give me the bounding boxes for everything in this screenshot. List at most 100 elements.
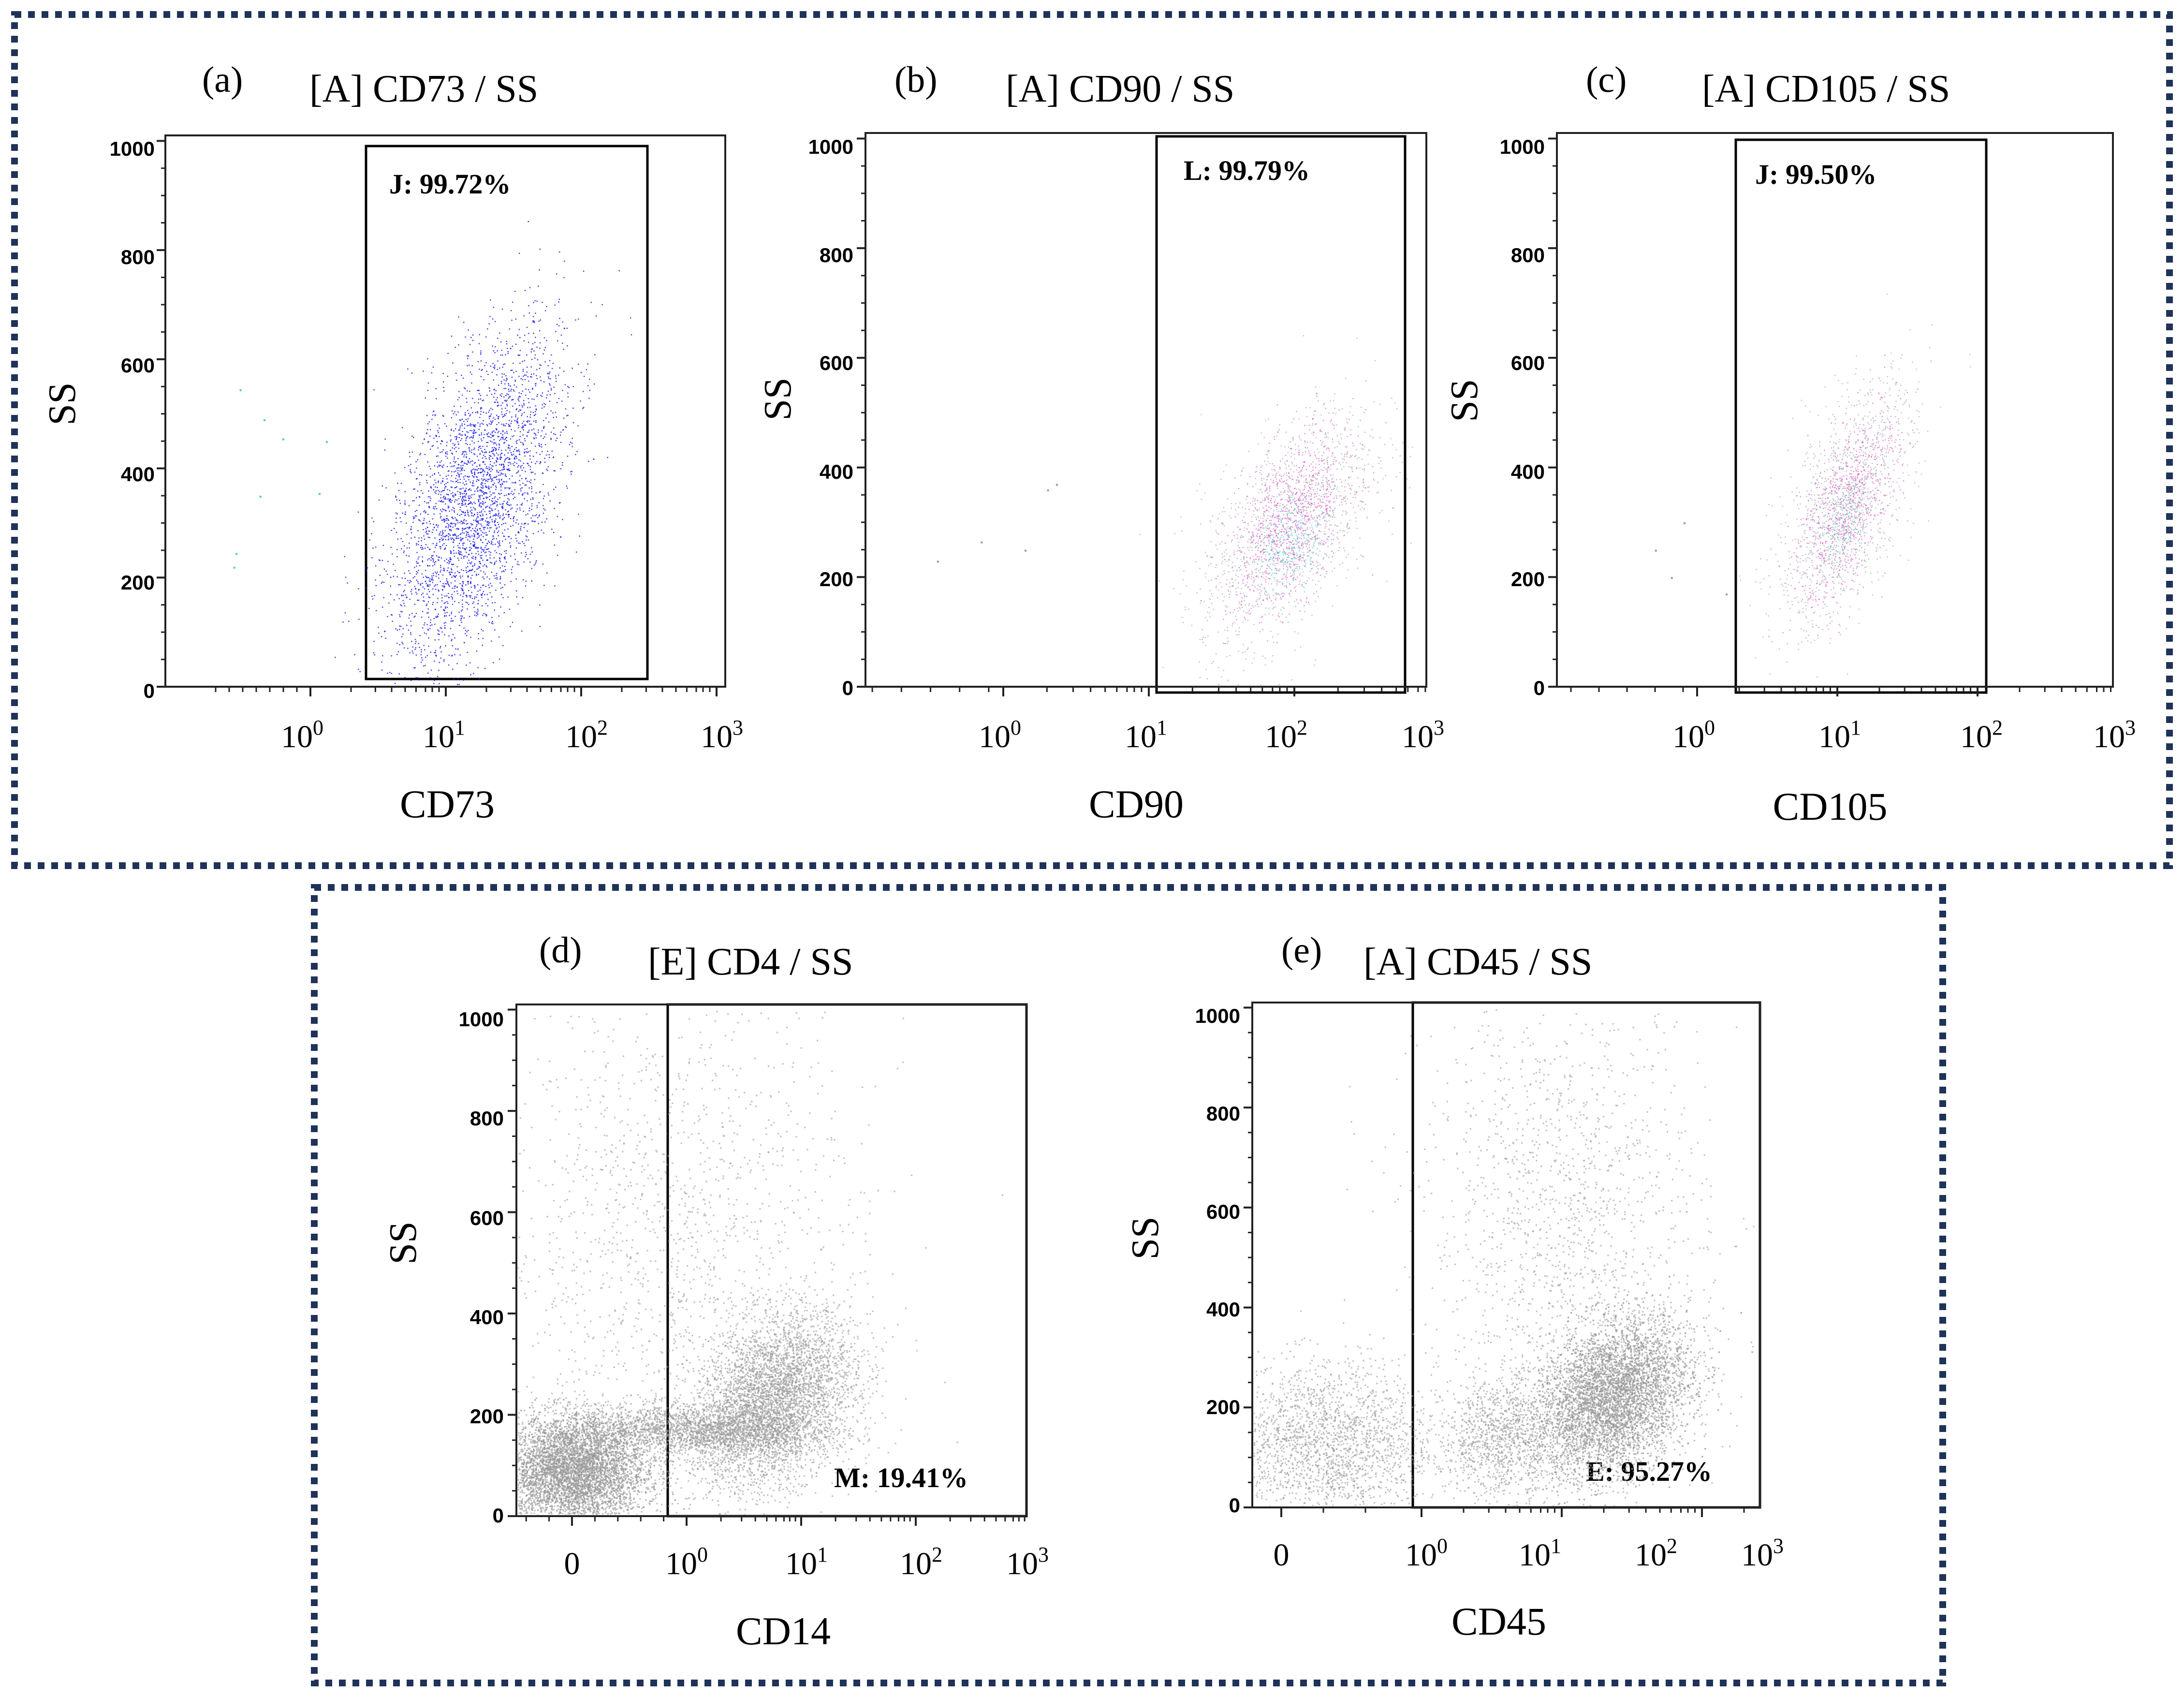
scatter-point bbox=[1332, 441, 1334, 443]
scatter-point bbox=[477, 614, 479, 615]
scatter-point bbox=[1265, 548, 1266, 550]
scatter-point bbox=[550, 438, 552, 439]
scatter-point bbox=[1364, 464, 1366, 466]
scatter-point bbox=[1280, 499, 1281, 501]
scatter-point bbox=[410, 472, 412, 473]
scatter-point bbox=[468, 533, 469, 535]
scatter-point bbox=[457, 458, 459, 459]
scatter-point bbox=[484, 449, 485, 450]
scatter-point bbox=[424, 624, 425, 626]
y-tick-label: 200 bbox=[820, 568, 853, 590]
scatter-point bbox=[1275, 477, 1276, 478]
scatter-point bbox=[1275, 558, 1276, 559]
scatter-point bbox=[402, 512, 403, 514]
scatter-point bbox=[580, 372, 582, 373]
scatter-point bbox=[502, 513, 504, 515]
scatter-point bbox=[511, 454, 513, 455]
scatter-point bbox=[1334, 393, 1335, 395]
scatter-point bbox=[579, 535, 580, 537]
scatter-point bbox=[463, 520, 465, 521]
scatter-point bbox=[465, 435, 466, 436]
scatter-point bbox=[474, 469, 476, 471]
scatter-point bbox=[435, 652, 436, 653]
scatter-point bbox=[502, 519, 503, 520]
scatter-point bbox=[469, 449, 470, 451]
panel-a-xtick-labels: 100 101 102 103 bbox=[281, 716, 743, 754]
scatter-point bbox=[471, 373, 472, 375]
scatter-point bbox=[1290, 456, 1292, 457]
scatter-point bbox=[496, 457, 498, 458]
scatter-point bbox=[499, 464, 500, 465]
scatter-point bbox=[1320, 531, 1321, 532]
scatter-point bbox=[523, 561, 525, 563]
scatter-point bbox=[459, 488, 461, 490]
scatter-point bbox=[1270, 533, 1271, 534]
scatter-point bbox=[1344, 534, 1345, 536]
scatter-point bbox=[560, 468, 561, 470]
outlier-point bbox=[282, 438, 284, 441]
scatter-point bbox=[416, 571, 417, 572]
scatter-point bbox=[461, 523, 463, 525]
scatter-point bbox=[476, 546, 478, 548]
scatter-point bbox=[503, 495, 505, 496]
scatter-point bbox=[535, 434, 537, 436]
scatter-point bbox=[1306, 539, 1308, 541]
scatter-point bbox=[453, 539, 454, 540]
scatter-point bbox=[465, 419, 467, 420]
scatter-point bbox=[1392, 457, 1393, 458]
scatter-point bbox=[1266, 537, 1268, 539]
scatter-point bbox=[452, 453, 454, 455]
scatter-point bbox=[516, 563, 518, 565]
scatter-point bbox=[382, 655, 383, 657]
scatter-point bbox=[437, 571, 438, 573]
scatter-point bbox=[526, 451, 527, 453]
scatter-point bbox=[1367, 463, 1369, 465]
panel-b-xlabel: CD90 bbox=[1089, 782, 1184, 826]
scatter-point bbox=[544, 521, 546, 523]
scatter-point bbox=[1293, 572, 1294, 573]
scatter-point bbox=[424, 649, 425, 650]
scatter-point bbox=[505, 413, 507, 414]
scatter-point bbox=[445, 545, 447, 546]
scatter-point bbox=[1303, 552, 1304, 553]
scatter-point bbox=[404, 577, 406, 579]
scatter-point bbox=[435, 546, 436, 548]
scatter-point bbox=[436, 543, 438, 544]
scatter-point bbox=[499, 582, 501, 584]
scatter-point bbox=[1312, 518, 1314, 520]
scatter-point bbox=[488, 510, 490, 512]
scatter-point bbox=[467, 410, 469, 411]
scatter-point bbox=[420, 654, 422, 655]
scatter-point bbox=[478, 402, 479, 404]
scatter-point bbox=[555, 378, 557, 379]
gate-rect bbox=[1411, 1001, 1761, 1509]
scatter-point bbox=[458, 611, 460, 613]
scatter-point bbox=[1347, 569, 1349, 571]
scatter-point bbox=[518, 542, 519, 544]
scatter-point bbox=[1298, 499, 1299, 500]
scatter-point bbox=[1320, 440, 1321, 442]
scatter-point bbox=[559, 434, 561, 436]
scatter-point bbox=[1287, 514, 1288, 516]
scatter-point bbox=[444, 484, 445, 486]
scatter-point bbox=[375, 546, 377, 548]
scatter-point bbox=[531, 376, 532, 378]
scatter-point bbox=[410, 679, 412, 681]
scatter-point bbox=[1318, 596, 1319, 597]
scatter-point bbox=[479, 519, 481, 521]
scatter-point bbox=[463, 642, 465, 643]
scatter-point bbox=[1238, 488, 1240, 489]
scatter-point bbox=[1301, 545, 1303, 546]
scatter-point bbox=[1280, 544, 1282, 545]
scatter-point bbox=[1319, 430, 1320, 432]
scatter-point bbox=[1173, 588, 1174, 590]
scatter-point bbox=[538, 531, 539, 532]
scatter-point bbox=[444, 615, 445, 617]
scatter-point bbox=[486, 543, 488, 545]
scatter-point bbox=[1243, 578, 1244, 580]
scatter-point bbox=[1257, 530, 1259, 531]
scatter-point bbox=[1311, 483, 1313, 485]
scatter-point bbox=[474, 534, 475, 536]
scatter-point bbox=[533, 321, 535, 322]
scatter-point bbox=[357, 511, 359, 513]
